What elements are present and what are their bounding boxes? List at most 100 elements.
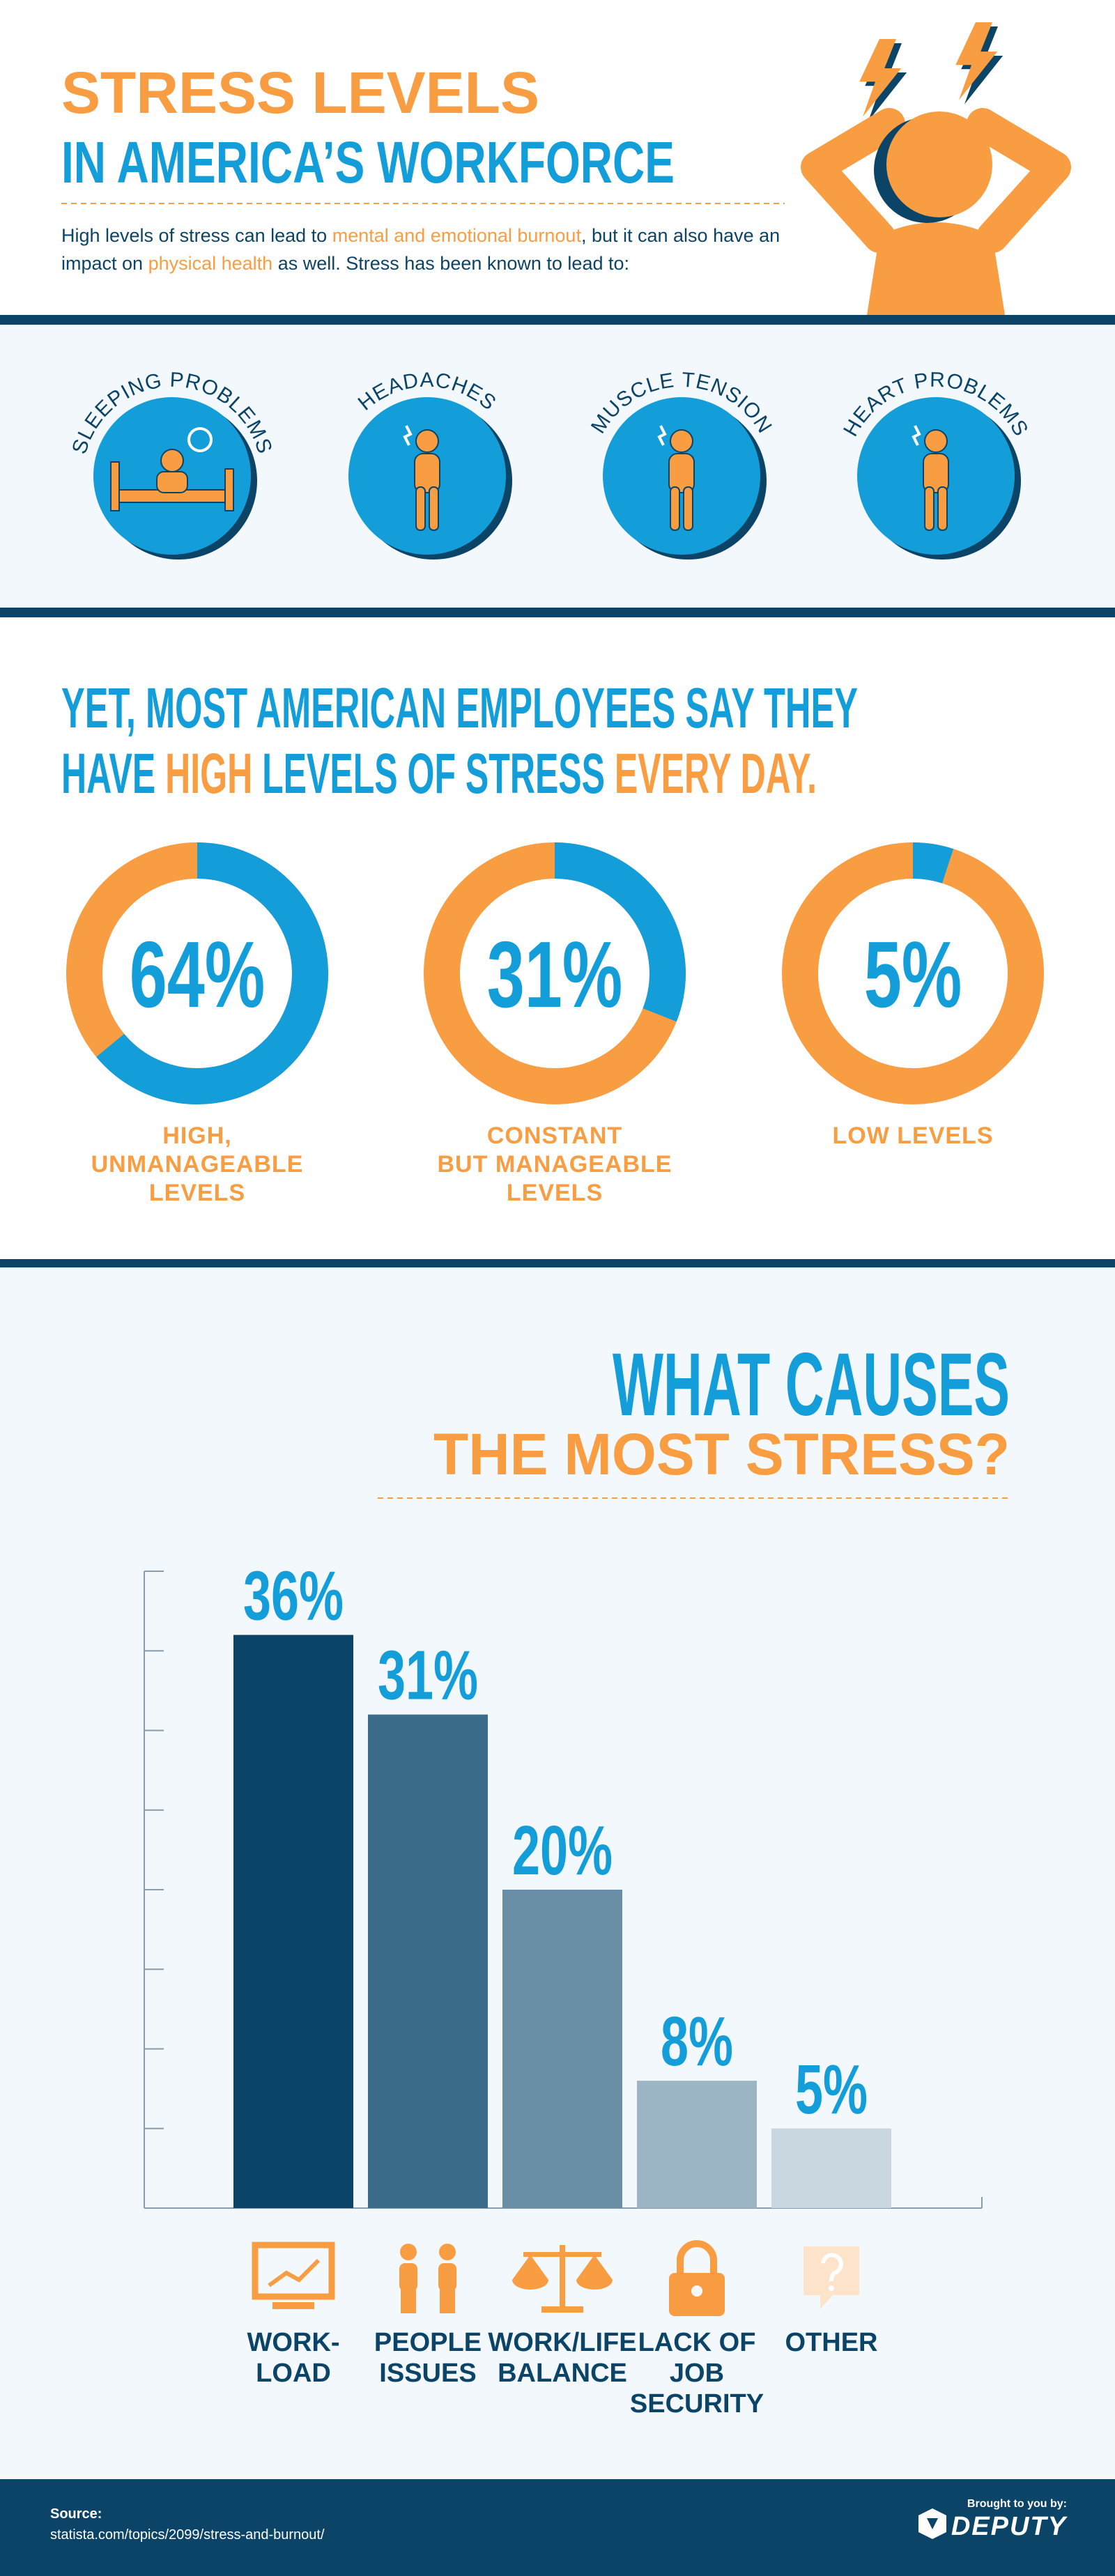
bolt: [955, 22, 998, 100]
donut-arc: [912, 842, 954, 884]
donut-label-box: LOW LEVELS: [832, 1123, 994, 1149]
icon-head: [400, 2244, 417, 2260]
icon-legs: [401, 2288, 416, 2313]
icon-leg: [670, 486, 680, 531]
icon-body: [438, 2263, 456, 2291]
headline-part: LEVELS OF STRESS: [262, 742, 605, 805]
figure-body: [867, 222, 1005, 315]
intro-box: High levels of stress can lead to mental…: [61, 222, 814, 277]
icon-pan: [576, 2255, 613, 2290]
icon-pole: [560, 2245, 565, 2309]
intro: High levels of stress can lead to mental…: [61, 222, 814, 277]
category-label: WORK/LIFE BALANCE: [488, 2328, 637, 2388]
brand: DEPUTY: [951, 2512, 1068, 2541]
icon-shackle: [677, 2240, 717, 2274]
intro-text: as well. Stress has been known to lead t…: [277, 253, 630, 274]
brand-logo-cut: [927, 2518, 938, 2529]
stress-mark: [403, 425, 413, 446]
icon-head: [439, 2244, 456, 2260]
donut-label: HIGH, UNMANAGEABLE LEVELS: [91, 1123, 304, 1206]
icon-leg: [683, 486, 693, 531]
bed-post: [110, 461, 120, 511]
icon-trend: [268, 2258, 321, 2288]
donut-label: LOW LEVELS: [832, 1123, 994, 1149]
donut-label-box: HIGH, UNMANAGEABLE LEVELS: [91, 1123, 304, 1206]
bar-value: 20%: [512, 1812, 613, 1889]
icon-body: [923, 453, 949, 493]
icon-dot: [829, 2285, 834, 2291]
bar-value: 31%: [378, 1637, 478, 1714]
category-label-box: OTHER: [785, 2328, 878, 2357]
donut-arc: [96, 842, 328, 1104]
donut-label-box: CONSTANT BUT MANAGEABLE LEVELS: [437, 1123, 672, 1206]
headline: HAVE HIGH LEVELS OF STRESS EVERY DAY.: [61, 742, 817, 805]
icon-head: [670, 429, 693, 453]
icon-legs: [440, 2288, 455, 2313]
headline-part: EVERY DAY.: [615, 742, 817, 805]
causes-bg: [0, 1267, 1115, 2479]
icon-head: [160, 449, 184, 472]
bolt: [859, 38, 902, 117]
icon-leg: [415, 486, 426, 531]
intro-text: High levels of stress can lead to: [61, 225, 328, 246]
source-label: Source:: [50, 2506, 102, 2522]
stress-mark: [912, 425, 921, 446]
category-label-box: PEOPLE ISSUES: [374, 2328, 482, 2388]
icon-leg: [429, 486, 439, 531]
bed-post: [224, 468, 234, 511]
headline-part: HAVE: [61, 742, 155, 805]
category-label: OTHER: [785, 2328, 878, 2357]
bar: [233, 1635, 353, 2208]
donut-label: CONSTANT BUT MANAGEABLE LEVELS: [437, 1123, 672, 1206]
chart-subtitle: THE MOST STRESS?: [433, 1421, 1010, 1487]
divider: [0, 315, 1115, 325]
icon-body: [414, 453, 440, 493]
divider: [0, 608, 1115, 617]
category-label: LACK OF JOB SECURITY: [629, 2328, 764, 2419]
bar-value: 8%: [661, 2003, 733, 2081]
credit: Brought to you by:: [967, 2498, 1067, 2510]
icon-leg: [924, 486, 935, 531]
title: IN AMERICA’S WORKFORCE: [61, 130, 675, 195]
icon-keyhole: [691, 2285, 702, 2297]
divider: [0, 1259, 1115, 1267]
bar: [637, 2081, 757, 2208]
donut-arc: [554, 842, 686, 1022]
clock: [187, 427, 213, 452]
chart-title: WHAT CAUSES: [613, 1335, 1010, 1435]
bar: [368, 1714, 488, 2208]
category-label: WORK- LOAD: [247, 2328, 340, 2388]
icon-body: [399, 2263, 417, 2291]
donut-value: 31%: [487, 922, 623, 1026]
bar-value: 36%: [243, 1557, 344, 1635]
stats-bg: [0, 617, 1115, 1259]
icon-pan: [512, 2255, 548, 2290]
donut-value: 5%: [864, 922, 962, 1026]
icon-head: [924, 429, 948, 453]
figure-head: [886, 111, 992, 217]
icon-beam: [523, 2252, 601, 2257]
icon-leg: [937, 486, 948, 531]
intro-text: physical health: [148, 253, 273, 274]
category-label-box: LACK OF JOB SECURITY: [629, 2328, 764, 2419]
icon-screen: [252, 2242, 335, 2300]
donut-value: 64%: [130, 922, 266, 1026]
headline-part: HIGH: [165, 742, 252, 805]
figure-arm: [967, 108, 1071, 253]
icon-head: [415, 429, 439, 453]
headline: YET, MOST AMERICAN EMPLOYEES SAY THEY: [61, 677, 858, 740]
icon-body: [668, 453, 695, 493]
bar: [771, 2128, 891, 2208]
category-label: PEOPLE ISSUES: [374, 2328, 482, 2388]
category-label-box: WORK- LOAD: [247, 2328, 340, 2388]
bar-value: 5%: [795, 2051, 868, 2128]
intro-text: , but it can also have an impact on: [61, 225, 780, 274]
category-label-box: WORK/LIFE BALANCE: [488, 2328, 637, 2388]
icon-base: [541, 2306, 583, 2313]
icon-question: [821, 2253, 843, 2282]
source-url: statista.com/topics/2099/stress-and-burn…: [50, 2527, 325, 2543]
stress-mark: [657, 425, 667, 446]
title: STRESS LEVELS: [61, 60, 539, 125]
